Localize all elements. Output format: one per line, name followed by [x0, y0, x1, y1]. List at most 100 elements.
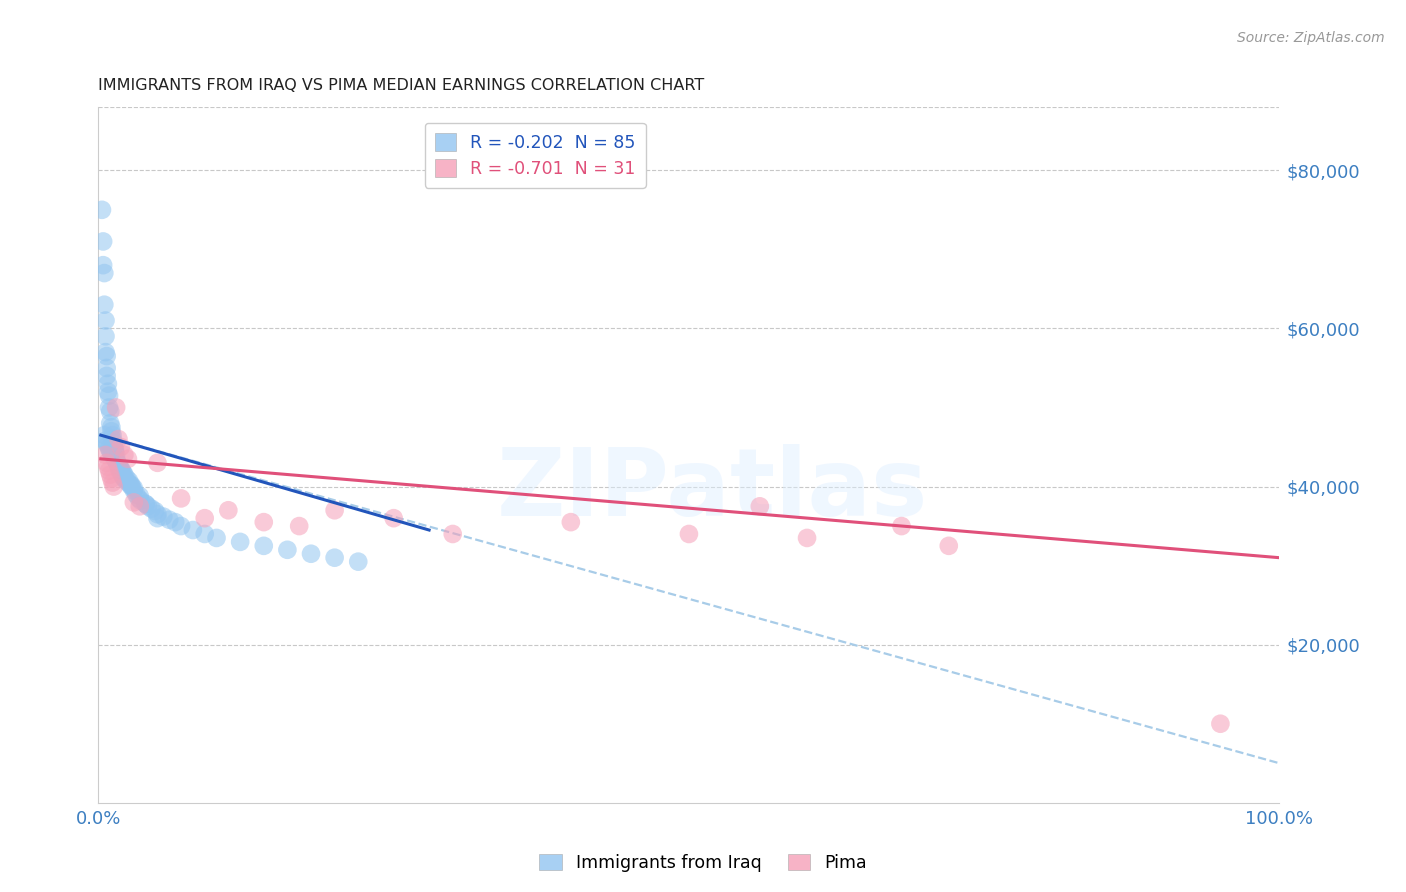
- Point: [98, 404, 121, 418]
- Point: [105, 456, 128, 470]
- Point: [146, 507, 169, 521]
- Legend: R = -0.202  N = 85, R = -0.701  N = 31: R = -0.202 N = 85, R = -0.701 N = 31: [425, 123, 645, 188]
- Point: [170, 491, 193, 506]
- Point: [103, 450, 125, 465]
- Point: [111, 464, 134, 478]
- Point: [129, 493, 152, 508]
- Point: [165, 515, 187, 529]
- Point: [122, 483, 145, 498]
- Point: [105, 401, 128, 415]
- Point: [108, 464, 131, 478]
- Point: [748, 500, 770, 514]
- Point: [100, 472, 122, 486]
- Point: [98, 467, 121, 482]
- Point: [229, 535, 252, 549]
- Point: [101, 432, 124, 446]
- Point: [100, 420, 122, 434]
- Point: [97, 438, 120, 452]
- Point: [288, 519, 311, 533]
- Point: [121, 478, 143, 492]
- Point: [117, 475, 139, 490]
- Point: [253, 539, 276, 553]
- Point: [323, 503, 346, 517]
- Point: [112, 470, 135, 484]
- Point: [91, 258, 114, 272]
- Point: [441, 527, 464, 541]
- Point: [91, 202, 114, 217]
- Point: [112, 466, 135, 480]
- Point: [217, 503, 239, 517]
- Point: [110, 466, 132, 480]
- Point: [1209, 716, 1232, 731]
- Point: [107, 458, 129, 473]
- Point: [98, 417, 121, 431]
- Point: [152, 509, 174, 524]
- Point: [96, 456, 118, 470]
- Point: [107, 432, 129, 446]
- Point: [101, 448, 124, 462]
- Point: [122, 481, 145, 495]
- Point: [323, 550, 346, 565]
- Point: [94, 434, 117, 448]
- Point: [128, 489, 150, 503]
- Point: [100, 424, 122, 438]
- Point: [146, 511, 169, 525]
- Point: [96, 368, 118, 383]
- Point: [382, 511, 405, 525]
- Point: [98, 464, 121, 478]
- Point: [104, 444, 127, 458]
- Point: [110, 440, 132, 454]
- Point: [112, 467, 135, 482]
- Point: [117, 451, 139, 466]
- Point: [97, 384, 120, 399]
- Point: [104, 442, 127, 456]
- Point: [108, 459, 131, 474]
- Point: [299, 547, 322, 561]
- Point: [94, 329, 117, 343]
- Point: [170, 519, 193, 533]
- Point: [118, 474, 141, 488]
- Point: [103, 440, 125, 454]
- Point: [890, 519, 912, 533]
- Point: [100, 446, 122, 460]
- Point: [146, 456, 169, 470]
- Point: [678, 527, 700, 541]
- Point: [98, 444, 121, 458]
- Point: [105, 451, 128, 466]
- Point: [93, 428, 115, 442]
- Text: ZIPatlas: ZIPatlas: [496, 443, 928, 536]
- Point: [96, 361, 118, 376]
- Point: [96, 436, 118, 450]
- Point: [181, 523, 204, 537]
- Point: [120, 478, 142, 492]
- Point: [94, 313, 117, 327]
- Point: [91, 235, 114, 249]
- Point: [205, 531, 228, 545]
- Point: [104, 451, 127, 466]
- Point: [194, 527, 217, 541]
- Point: [560, 515, 582, 529]
- Point: [194, 511, 217, 525]
- Point: [112, 472, 135, 486]
- Text: Source: ZipAtlas.com: Source: ZipAtlas.com: [1237, 31, 1385, 45]
- Text: IMMIGRANTS FROM IRAQ VS PIMA MEDIAN EARNINGS CORRELATION CHART: IMMIGRANTS FROM IRAQ VS PIMA MEDIAN EARN…: [98, 78, 704, 94]
- Point: [105, 456, 128, 470]
- Point: [98, 442, 121, 456]
- Point: [107, 459, 129, 474]
- Point: [96, 349, 118, 363]
- Point: [114, 473, 136, 487]
- Point: [98, 389, 121, 403]
- Point: [121, 479, 143, 493]
- Point: [157, 513, 180, 527]
- Point: [94, 345, 117, 359]
- Point: [93, 266, 115, 280]
- Point: [101, 475, 124, 490]
- Point: [128, 500, 150, 514]
- Point: [110, 462, 132, 476]
- Point: [101, 428, 124, 442]
- Point: [276, 542, 298, 557]
- Point: [97, 459, 120, 474]
- Point: [135, 497, 157, 511]
- Point: [136, 500, 159, 514]
- Point: [115, 472, 138, 486]
